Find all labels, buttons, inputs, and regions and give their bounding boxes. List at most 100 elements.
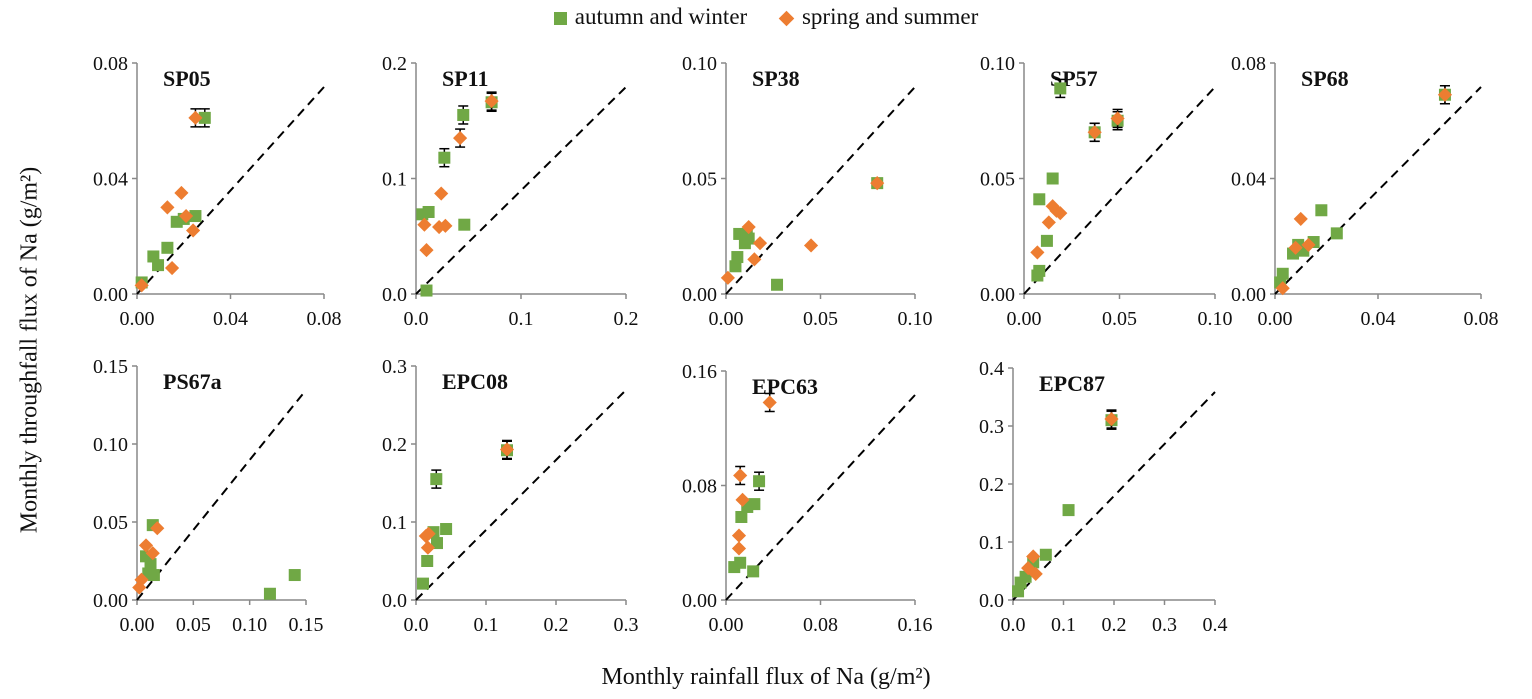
panel-sp68: 0.00 0.04 0.08 0.00 0.04 0.08 SP68: [1231, 53, 1499, 330]
autumn-point: [1315, 204, 1328, 217]
y-tick-label: 0.00: [93, 590, 128, 612]
spring-point: [803, 238, 819, 253]
autumn-point: [431, 537, 443, 550]
spring-point: [417, 217, 432, 232]
y-tick-label: 0.05: [682, 169, 717, 191]
autumn-point: [198, 111, 211, 124]
legend-label-autumn: autumn and winter: [574, 4, 748, 29]
y-tick-label: 0.00: [93, 284, 128, 306]
spring-point: [421, 526, 436, 541]
x-tick-label: 0.00: [120, 308, 155, 330]
x-tick-label: 0.00: [120, 614, 155, 636]
spring-point: [1288, 240, 1303, 255]
autumn-point: [144, 558, 157, 571]
autumn-point: [458, 218, 471, 231]
y-tick-label: 0.08: [682, 476, 717, 498]
x-tick-label: 0.04: [1361, 308, 1396, 330]
y-tick-label: 0.3: [382, 356, 407, 378]
y-tick-label: 0.2: [979, 474, 1004, 496]
autumn-point: [731, 251, 744, 264]
x-tick-label: 0.2: [614, 308, 639, 330]
x-tick-label: 0.08: [307, 308, 342, 330]
spring-point: [150, 521, 165, 536]
x-tick-label: 0.10: [898, 308, 933, 330]
spring-point: [1437, 87, 1453, 102]
autumn-point: [422, 205, 435, 218]
y-tick-label: 0.05: [93, 512, 128, 534]
autumn-point: [1033, 264, 1046, 277]
autumn-point: [421, 555, 434, 567]
x-tick-label: 0.04: [213, 308, 248, 330]
spring-point: [174, 185, 189, 201]
autumn-point: [1046, 172, 1059, 185]
autumn-point: [742, 232, 755, 245]
y-tick-label: 0.00: [1231, 284, 1266, 306]
spring-point: [735, 492, 750, 507]
y-tick-label: 0.05: [980, 169, 1015, 191]
x-tick-label: 0.16: [898, 614, 933, 636]
autumn-point: [438, 151, 451, 164]
autumn-point: [747, 565, 760, 578]
spring-point: [1301, 237, 1316, 252]
x-tick-label: 0.08: [803, 614, 838, 636]
spring-point: [438, 218, 453, 233]
y-tick-label: 0.10: [980, 53, 1015, 75]
autumn-point: [735, 510, 748, 523]
x-tick-label: 0.00: [709, 614, 744, 636]
spring-point: [731, 541, 747, 556]
autumn-point: [263, 587, 276, 600]
y-tick-label: 0.4: [979, 358, 1004, 380]
x-tick-label: 0.2: [544, 614, 569, 636]
x-tick-label: 0.15: [289, 614, 324, 636]
spring-point: [733, 468, 748, 483]
spring-point: [720, 270, 735, 285]
autumn-point: [457, 108, 470, 121]
spring-point: [484, 94, 499, 109]
one-to-one-line: [1012, 391, 1216, 601]
spring-point: [145, 546, 160, 561]
legend-item-autumn: autumn and winter: [553, 4, 748, 30]
x-tick-label: 0.1: [1051, 614, 1076, 636]
y-tick-label: 0.2: [382, 53, 407, 75]
spring-point: [1275, 281, 1290, 296]
autumn-point: [1040, 234, 1053, 247]
spring-point: [420, 540, 435, 555]
spring-point: [741, 219, 756, 235]
x-tick-label: 0.3: [1152, 614, 1177, 636]
autumn-point: [771, 278, 784, 291]
one-to-one-line: [136, 86, 325, 295]
y-tick-label: 0.04: [93, 169, 128, 191]
legend-label-spring: spring and summer: [801, 4, 979, 29]
panel-epc08: 0.0 0.1 0.2 0.3 0.0 0.1 0.2 0.3 EPC08: [382, 356, 639, 636]
one-to-one-line: [1023, 86, 1216, 295]
panel-title: EPC87: [1039, 371, 1105, 396]
y-tick-label: 0.15: [93, 356, 128, 378]
spring-point: [419, 243, 434, 258]
autumn-point: [152, 259, 165, 272]
x-tick-label: 0.05: [803, 308, 838, 330]
y-tick-label: 0.2: [382, 434, 407, 456]
spring-point: [1110, 111, 1125, 126]
x-tick-label: 0.0: [1001, 614, 1026, 636]
spring-point: [499, 442, 515, 457]
panel-title: SP11: [442, 66, 488, 91]
autumn-point: [420, 284, 433, 297]
one-to-one-line: [415, 86, 627, 295]
x-tick-label: 0.10: [1198, 308, 1233, 330]
autumn-point: [288, 569, 301, 582]
autumn-point: [430, 473, 443, 486]
spring-point: [870, 176, 885, 191]
y-tick-label: 0.3: [979, 416, 1004, 438]
spring-point: [747, 252, 762, 267]
spring-point: [186, 223, 201, 238]
autumn-point: [161, 241, 174, 254]
y-tick-label: 0.1: [382, 169, 407, 191]
one-to-one-line: [136, 389, 307, 601]
spring-point: [434, 186, 449, 201]
x-tick-label: 0.4: [1203, 614, 1228, 636]
one-to-one-line: [415, 389, 627, 601]
y-tick-label: 0.0: [382, 284, 407, 306]
panel-title: EPC08: [442, 369, 508, 394]
